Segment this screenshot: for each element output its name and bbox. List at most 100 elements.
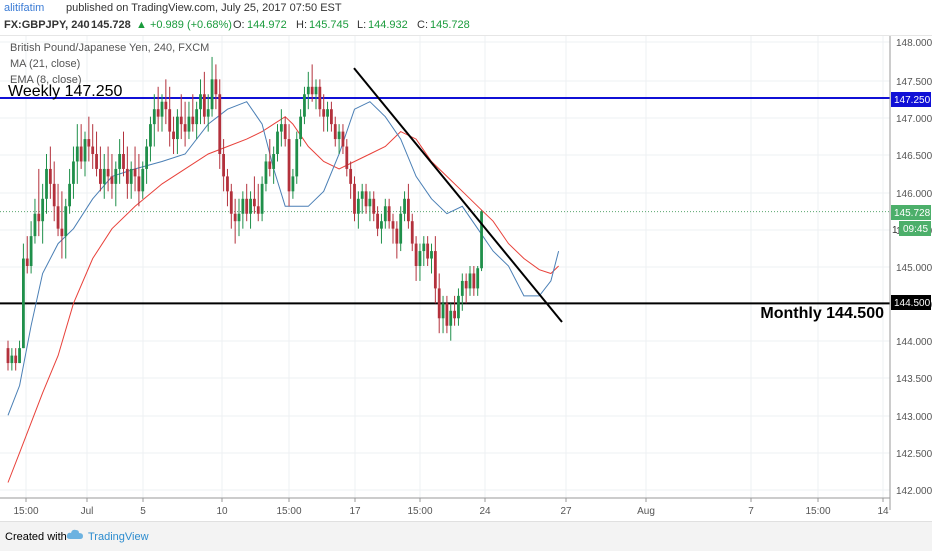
trendline[interactable] <box>353 67 563 323</box>
candle-body <box>437 288 441 319</box>
candle-body <box>206 109 210 117</box>
legend-ema: EMA (8, close) <box>10 74 82 86</box>
candle-body <box>210 79 214 110</box>
candle-body <box>64 206 68 237</box>
candle-body <box>464 280 468 289</box>
candle-body <box>18 348 21 364</box>
candle-body <box>433 251 437 289</box>
candle-body <box>245 198 249 214</box>
candle-body <box>468 273 472 289</box>
candle-body <box>268 161 272 169</box>
chart-area[interactable]: British Pound/Japanese Yen, 240, FXCM MA… <box>0 36 932 518</box>
time-tick-label: 15:00 <box>13 506 38 517</box>
candle-body <box>410 221 414 244</box>
candle-body <box>41 198 45 222</box>
candle-body <box>272 154 276 169</box>
price-chart[interactable]: British Pound/Japanese Yen, 240, FXCM MA… <box>0 36 932 518</box>
candle-body <box>457 295 460 319</box>
candle-body <box>326 109 329 117</box>
candle-body <box>353 183 356 214</box>
candle-body <box>264 161 268 184</box>
weekly-price-tag <box>891 92 931 107</box>
candle-body <box>333 124 337 140</box>
candle-body <box>149 124 152 147</box>
price-change: ▲ +0.989 (+0.68%) <box>136 19 232 31</box>
candle-body <box>472 273 476 289</box>
candle-body <box>445 303 449 326</box>
countdown-tag <box>899 221 931 236</box>
candle-body <box>145 146 148 169</box>
open-label: O: <box>233 19 245 31</box>
candle-body <box>341 131 345 147</box>
candle-body <box>118 154 122 169</box>
candle-body <box>345 146 349 169</box>
candle-body <box>22 258 25 349</box>
candle-body <box>287 139 291 192</box>
price-tick-label: 146.500 <box>896 151 932 162</box>
weekly-annotation: Weekly 147.250 <box>8 83 123 100</box>
candle-body <box>426 243 430 259</box>
candle-body <box>380 221 383 229</box>
candle-body <box>87 139 91 147</box>
candle-body <box>125 168 129 184</box>
candle-body <box>48 168 52 184</box>
price-tick-label: 143.500 <box>896 374 932 385</box>
candle-body <box>72 161 75 184</box>
publish-header: alitifatim published on TradingView.com,… <box>0 0 932 17</box>
published-text: published on TradingView.com, July 25, 2… <box>66 2 342 14</box>
candle-body <box>222 154 225 177</box>
candle-body <box>276 131 279 154</box>
price-tick-label: 146.000 <box>896 189 932 200</box>
price-tick-label: 147.500 <box>896 77 932 88</box>
candlesticks <box>6 56 483 371</box>
candle-body <box>187 116 191 132</box>
trendline-segment[interactable] <box>353 67 563 323</box>
candle-body <box>56 206 60 229</box>
candle-body <box>199 94 202 110</box>
candle-body <box>349 168 353 184</box>
candle-body <box>237 213 241 222</box>
candle-body <box>233 213 237 222</box>
candle-body <box>387 206 391 222</box>
time-tick-label: 7 <box>748 506 754 517</box>
monthly-annotation: Monthly 144.500 <box>760 305 884 322</box>
monthly-price-tag <box>891 295 931 310</box>
candle-body <box>299 116 302 140</box>
candle-body <box>168 109 172 132</box>
weekly-price-tag-text: 147.250 <box>894 95 931 106</box>
time-axis[interactable]: 15:00 Jul 5 10 15:00 17 15:00 24 27 Aug 7 15:00 14 <box>13 498 889 517</box>
candle-body <box>29 236 33 266</box>
candle-body <box>480 211 483 269</box>
candle-body <box>191 116 195 125</box>
legend-ma: MA (21, close) <box>10 58 80 70</box>
close-label: C: <box>417 19 428 31</box>
candle-body <box>372 198 376 214</box>
candle-body <box>449 310 453 326</box>
candle-body <box>256 206 260 214</box>
author-link[interactable]: alitifatim <box>4 2 45 14</box>
monthly-price-tag-text: 144.500 <box>894 298 931 309</box>
candle-body <box>430 251 433 259</box>
price-tick-label: 144.000 <box>896 337 932 348</box>
candle-body <box>260 183 264 214</box>
candle-body <box>399 213 403 244</box>
price-tick-label: 142.000 <box>896 486 932 497</box>
tradingview-brand[interactable]: TradingView <box>88 531 149 543</box>
low-value: 144.932 <box>368 19 408 31</box>
high-value: 145.745 <box>309 19 349 31</box>
candle-body <box>279 124 283 132</box>
candle-body <box>91 146 95 154</box>
candle-body <box>356 198 360 214</box>
candle-body <box>68 183 71 207</box>
candle-body <box>330 109 333 125</box>
countdown-prefix: 1 <box>892 225 898 236</box>
candle-body <box>156 109 160 117</box>
candle-body <box>214 79 218 95</box>
candle-body <box>422 243 426 252</box>
candle-body <box>33 213 37 237</box>
high-label: H: <box>296 19 307 31</box>
low-label: L: <box>357 19 367 31</box>
candle-body <box>291 176 295 192</box>
candle-body <box>202 94 206 117</box>
candle-body <box>306 86 310 95</box>
